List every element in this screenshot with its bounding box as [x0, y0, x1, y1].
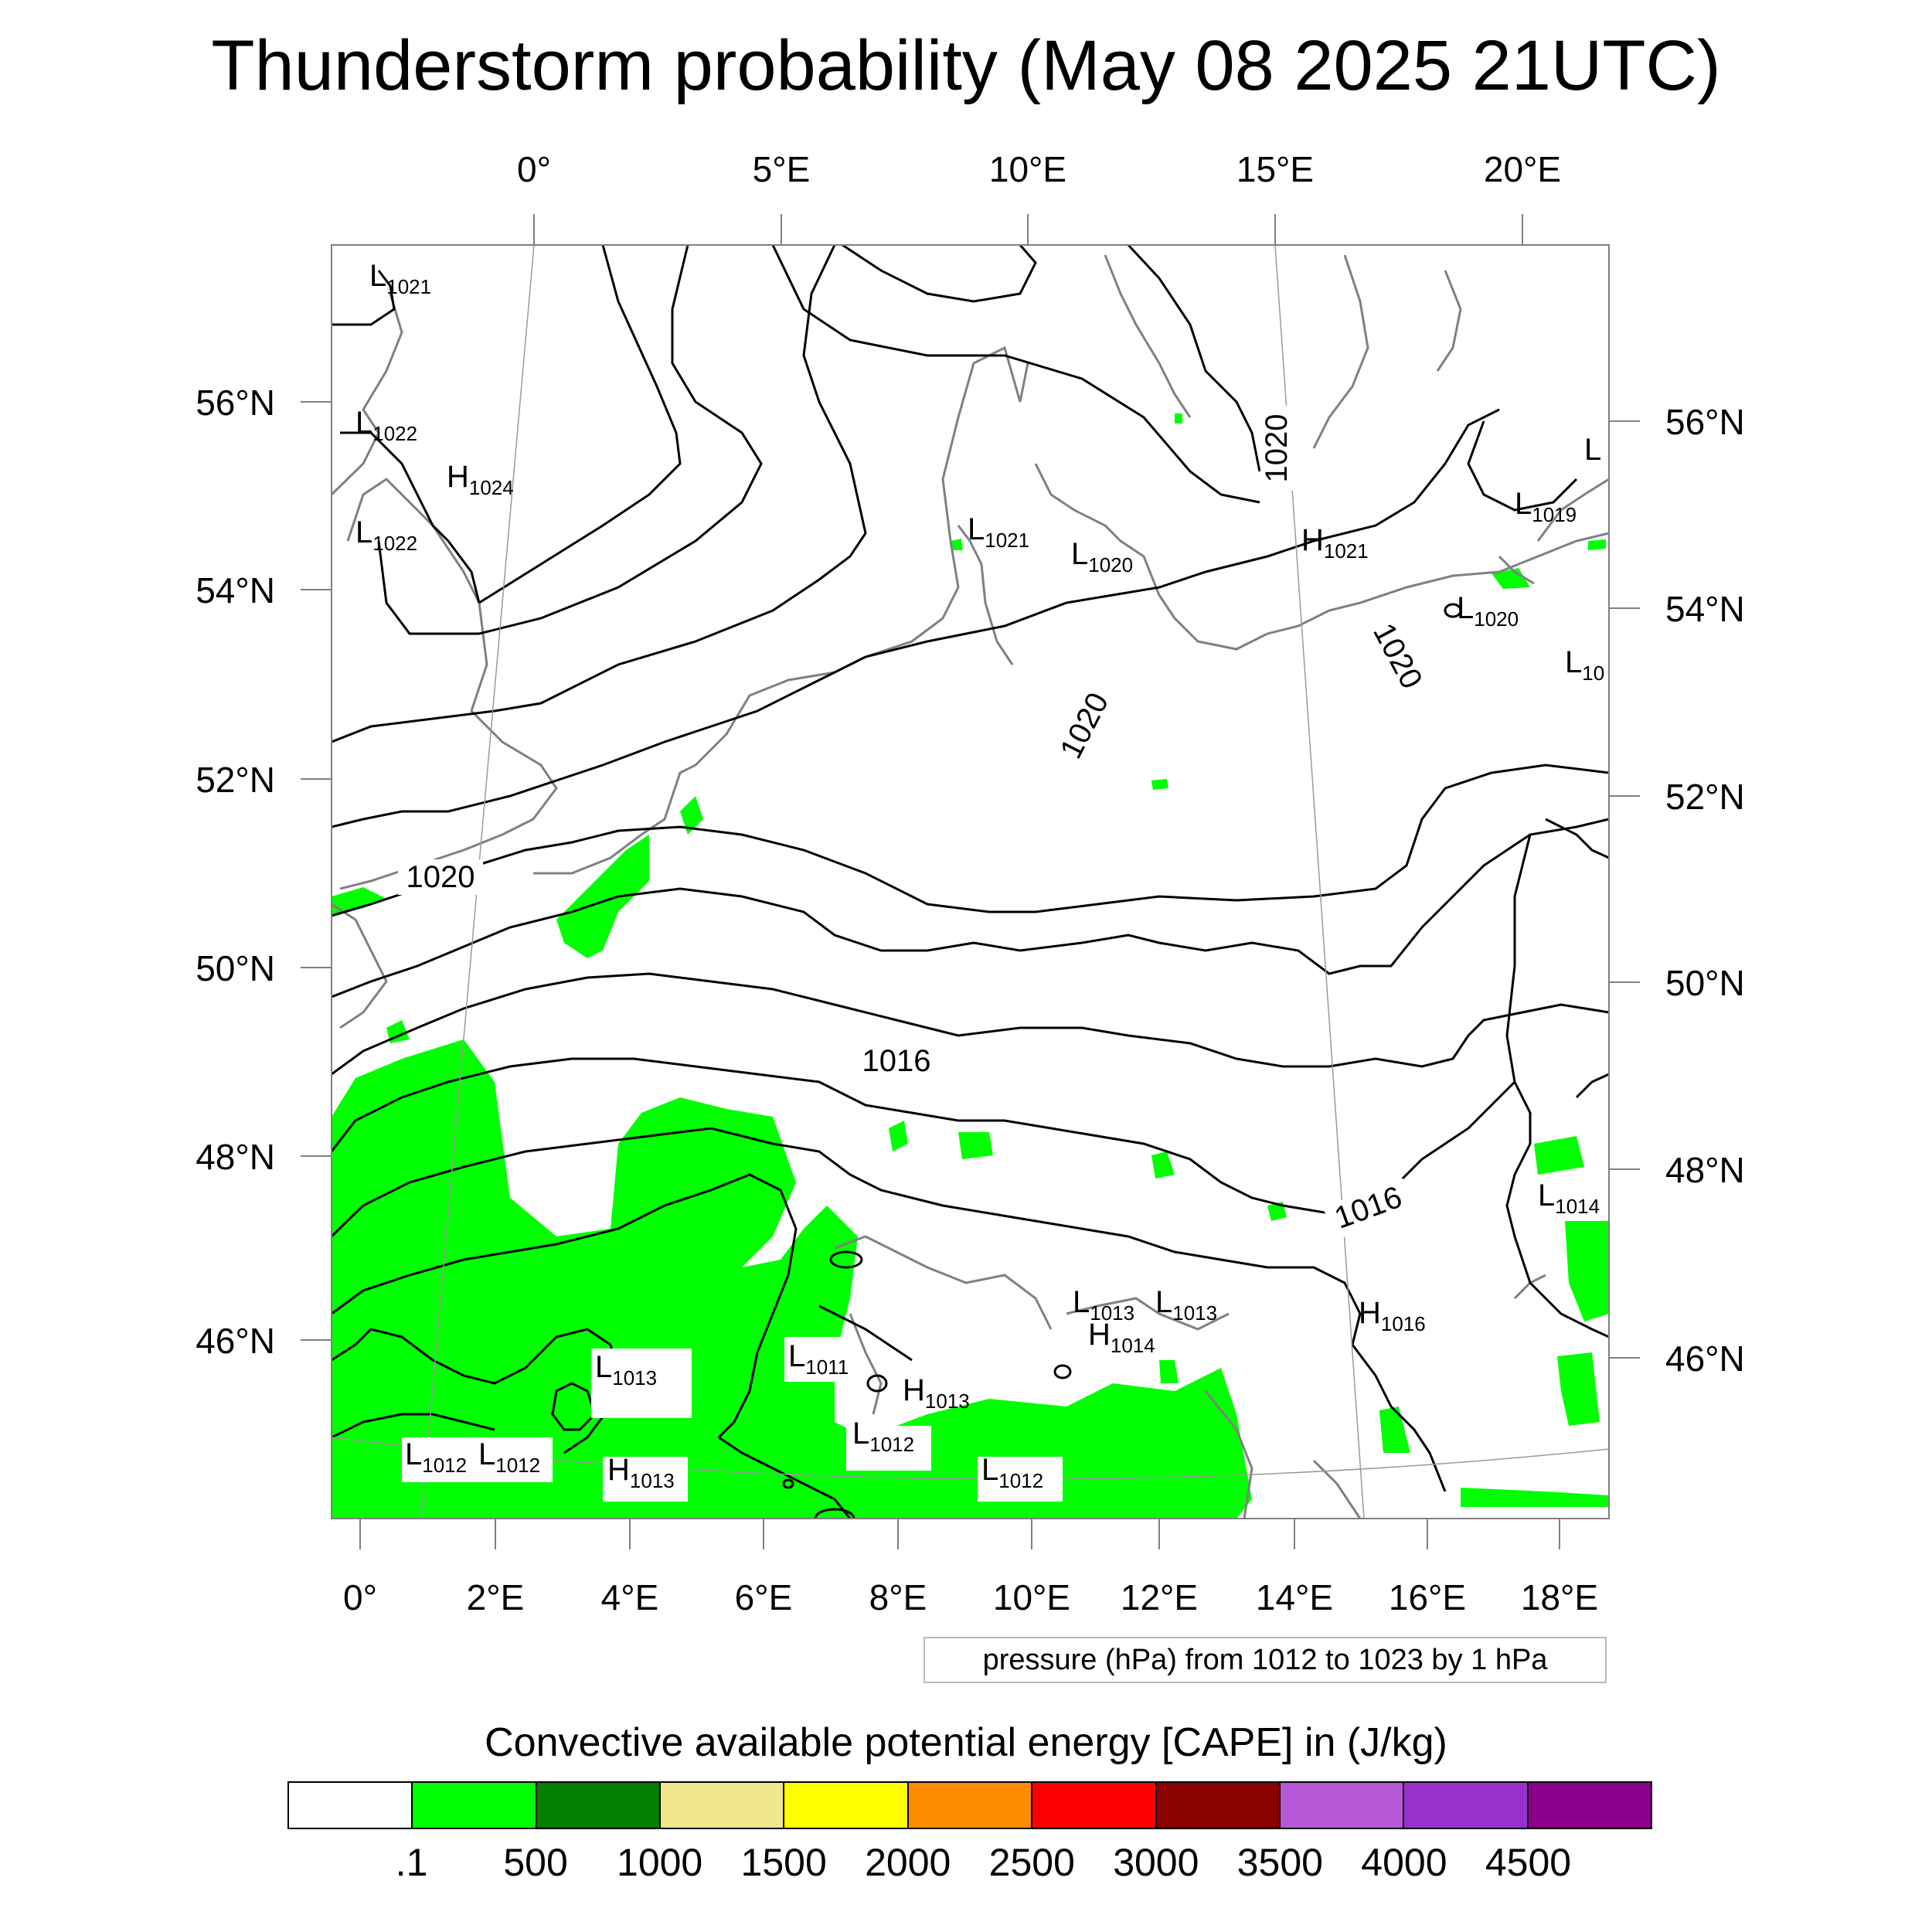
map-frame — [331, 244, 1610, 1519]
contour-label: 1016 — [862, 1044, 931, 1078]
colorbar-swatch — [1032, 1783, 1157, 1828]
colorbar-label: 3500 — [1236, 1841, 1323, 1884]
contour-labels: 1020 1020 1020 1020 1016 1016 — [398, 406, 1432, 1241]
label-backgrounds — [402, 1337, 1063, 1502]
top-lon-label: 10°E — [989, 149, 1066, 189]
pressure-center-label: H1024 — [447, 460, 514, 499]
colorbar-label: 3000 — [1113, 1841, 1199, 1884]
colorbar-swatch — [784, 1783, 909, 1828]
pressure-center-label: L1014 — [1538, 1179, 1600, 1218]
pressure-center-label: L1013 — [595, 1350, 657, 1389]
pressure-center-label: L1022 — [355, 515, 417, 555]
pressure-center-label: H1013 — [607, 1453, 675, 1492]
pressure-center-label: L1021 — [369, 259, 431, 298]
pressure-center-label: L1021 — [968, 512, 1029, 552]
right-lat-label: 46°N — [1665, 1338, 1745, 1379]
pressure-center-label: L1012 — [405, 1437, 467, 1477]
left-lat-label: 54°N — [196, 570, 275, 611]
bottom-lon-label: 6°E — [735, 1577, 793, 1617]
right-lat-label: 52°N — [1665, 777, 1745, 817]
pressure-center-label: L1011 — [788, 1339, 849, 1379]
colorbar-label: 1500 — [740, 1841, 827, 1884]
bottom-lon-label: 2°E — [467, 1577, 525, 1617]
ticks — [301, 214, 1640, 1549]
colorbar-label: 500 — [503, 1841, 568, 1884]
colorbar-label: .1 — [395, 1841, 428, 1884]
colorbar-swatch — [413, 1783, 537, 1828]
contour-label: 1020 — [406, 860, 475, 894]
pressure-center-label: H1013 — [903, 1373, 970, 1413]
right-lat-label: 50°N — [1665, 963, 1745, 1003]
bottom-lon-label: 10°E — [993, 1577, 1070, 1617]
pressure-center-label: L1020 — [1457, 591, 1519, 631]
colorbar-swatch — [661, 1783, 785, 1828]
pressure-center-label: L — [1584, 433, 1601, 467]
left-lat-label: 56°N — [196, 383, 275, 423]
bottom-lon-label: 18°E — [1521, 1577, 1598, 1617]
bottom-lon-label: 14°E — [1256, 1577, 1333, 1617]
colorbar-swatch — [289, 1783, 413, 1828]
contour-label: 1020 — [1260, 414, 1294, 483]
bottom-lon-label: 8°E — [869, 1577, 927, 1617]
pressure-center-label: L1013 — [1073, 1285, 1134, 1325]
right-lat-labels: 56°N 54°N 52°N 50°N 48°N 46°N — [1665, 402, 1745, 1379]
legend-title: Convective available potential energy [C… — [485, 1720, 1447, 1765]
pressure-center-label: L1012 — [981, 1453, 1043, 1492]
pressure-center-label: H1014 — [1088, 1318, 1155, 1357]
right-lat-label: 54°N — [1665, 589, 1745, 629]
pressure-center-label: L10 — [1565, 645, 1604, 685]
colorbar-label: 2000 — [865, 1841, 951, 1884]
small-isobars — [782, 603, 1462, 1519]
top-lon-label: 15°E — [1236, 149, 1314, 189]
colorbar-swatch — [1404, 1783, 1529, 1828]
right-lat-label: 56°N — [1665, 402, 1745, 442]
pressure-center-label: L1022 — [355, 406, 417, 445]
colorbar-label: 2500 — [988, 1841, 1075, 1884]
colorbar-swatch — [908, 1783, 1033, 1828]
colorbar-swatch — [1280, 1783, 1405, 1828]
colorbar-swatch — [536, 1783, 662, 1828]
map-title: Thunderstorm probability (May 08 2025 21… — [211, 26, 1721, 105]
top-lon-label: 0° — [517, 149, 551, 189]
left-lat-labels: 56°N 54°N 52°N 50°N 48°N 46°N — [196, 383, 275, 1361]
colorbar-label: 1000 — [617, 1841, 703, 1884]
top-lon-label: 20°E — [1484, 149, 1561, 189]
left-lat-label: 48°N — [196, 1137, 275, 1177]
pressure-center-label: L1019 — [1515, 487, 1577, 526]
top-lon-label: 5°E — [753, 149, 811, 189]
pressure-center-label: L1012 — [478, 1437, 540, 1477]
colorbar-swatch — [1528, 1783, 1651, 1828]
colorbar-labels: .1 500 1000 1500 2000 2500 3000 3500 4000 4500 — [0, 1838, 1932, 1892]
colorbar-label: 4000 — [1361, 1841, 1447, 1884]
left-lat-label: 46°N — [196, 1321, 275, 1361]
pressure-center-label: L1013 — [1155, 1285, 1217, 1325]
bottom-lon-label: 0° — [343, 1577, 377, 1617]
top-lon-labels: 0° 5°E 10°E 15°E 20°E — [517, 149, 1561, 189]
left-lat-label: 52°N — [196, 760, 275, 800]
bottom-lon-labels: 0° 2°E 4°E 6°E 8°E 10°E 12°E 14°E 16°E 1… — [343, 1577, 1598, 1617]
colorbar-label: 4500 — [1485, 1841, 1572, 1884]
bottom-lon-label: 4°E — [601, 1577, 659, 1617]
pressure-center-label: H1016 — [1359, 1296, 1426, 1335]
contour-info-box: pressure (hPa) from 1012 to 1023 by 1 hP… — [923, 1637, 1607, 1683]
pressure-systems: L1021 L1022 H1024 L1022 L1021 L1020 H102… — [355, 259, 1604, 1492]
bottom-lon-label: 12°E — [1121, 1577, 1198, 1617]
bottom-lon-label: 16°E — [1389, 1577, 1466, 1617]
right-lat-label: 48°N — [1665, 1150, 1745, 1190]
colorbar-swatch — [1156, 1783, 1281, 1828]
pressure-center-label: H1021 — [1301, 523, 1369, 563]
cape-shading — [332, 413, 1609, 1519]
left-lat-label: 50°N — [196, 948, 275, 988]
colorbar — [287, 1781, 1652, 1829]
pressure-center-label: L1020 — [1071, 537, 1133, 577]
coastlines — [332, 254, 1609, 1519]
pressure-center-label: L1012 — [852, 1417, 914, 1456]
